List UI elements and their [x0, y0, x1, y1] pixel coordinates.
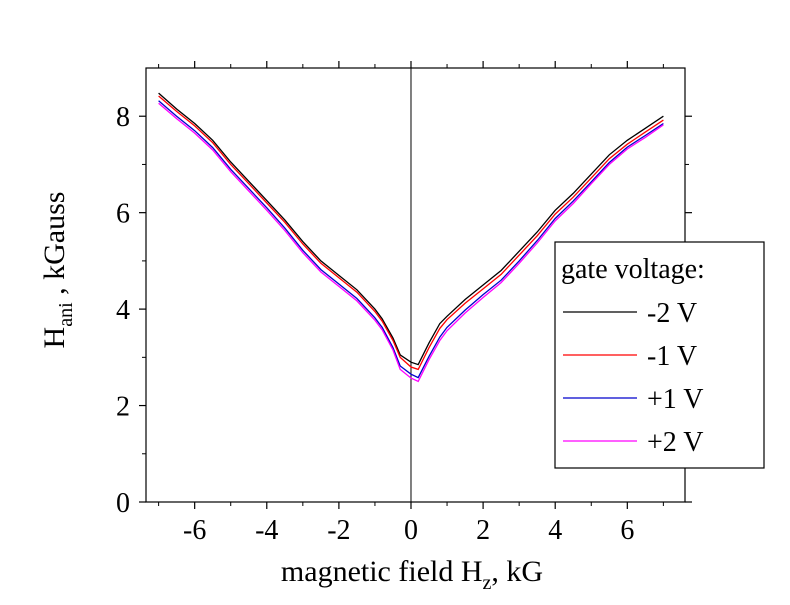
y-tick-label: 4 — [116, 295, 130, 326]
x-tick-label: 2 — [476, 515, 490, 546]
y-tick-label: 2 — [116, 392, 130, 423]
axis-labels: magnetic field Hz, kG Hani , kGauss — [38, 192, 543, 594]
y-tick-label: 0 — [116, 488, 130, 519]
y-axis-label: Hani , kGauss — [38, 192, 77, 349]
legend-label-0: -2 V — [647, 298, 697, 329]
x-tick-label: -4 — [255, 515, 278, 546]
legend-label-2: +1 V — [647, 384, 704, 415]
x-tick-label: 6 — [620, 515, 634, 546]
series-layer — [158, 92, 664, 383]
x-axis-label: magnetic field Hz, kG — [281, 555, 543, 594]
y-tick-label: 6 — [116, 199, 130, 230]
series-line-2 — [158, 100, 664, 379]
x-tick-label: 0 — [404, 515, 418, 546]
x-tick-label: -6 — [183, 515, 206, 546]
series-line-0 — [158, 92, 664, 366]
x-tick-label: 4 — [548, 515, 562, 546]
legend-label-3: +2 V — [647, 427, 704, 458]
legend: gate voltage: -2 V -1 V +1 V +2 V — [554, 241, 765, 469]
series-line-3 — [158, 102, 664, 383]
legend-title: gate voltage: — [561, 254, 705, 285]
series-line-1 — [158, 95, 664, 371]
x-tick-label: -2 — [327, 515, 350, 546]
legend-label-1: -1 V — [647, 341, 697, 372]
y-tick-label: 8 — [116, 102, 130, 133]
